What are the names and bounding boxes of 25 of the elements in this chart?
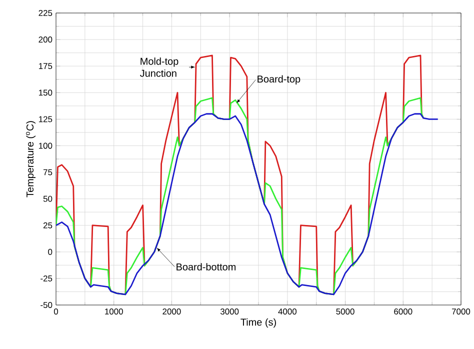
- y-tick-label: 0: [48, 248, 52, 255]
- y-tick-label: 175: [38, 63, 52, 70]
- y-tick-label: 150: [38, 90, 52, 96]
- x-tick-label: 6000: [394, 308, 412, 315]
- x-tick-label: 0: [54, 308, 58, 315]
- x-tick-label: 2000: [162, 308, 181, 315]
- y-tick-label: 100: [38, 142, 52, 149]
- y-tick-label: 25: [43, 222, 52, 228]
- x-tick-label: 4000: [278, 308, 297, 315]
- text: Board-bottom: [176, 263, 236, 270]
- y-tick-label: -25: [40, 275, 52, 282]
- series-label: Mold-top Junction: [140, 58, 178, 77]
- y-tick-label: 50: [43, 196, 52, 202]
- x-tick-label: 5000: [336, 308, 354, 315]
- x-tick-label: 7000: [452, 308, 470, 315]
- y-axis-title: Temperature ($^{o}$C): [26, 121, 36, 198]
- y-tick-label: 225: [38, 10, 52, 16]
- y-tick-label: -50: [40, 302, 52, 308]
- text: Board-top: [258, 75, 300, 85]
- x-tick-label: 3000: [220, 308, 239, 315]
- x-tick-label: 1000: [105, 308, 123, 315]
- x-axis-title: Time (s): [240, 318, 276, 328]
- y-tick-label: 125: [38, 116, 52, 122]
- y-tick-label: 200: [38, 36, 52, 43]
- y-tick-label: 75: [44, 169, 52, 176]
